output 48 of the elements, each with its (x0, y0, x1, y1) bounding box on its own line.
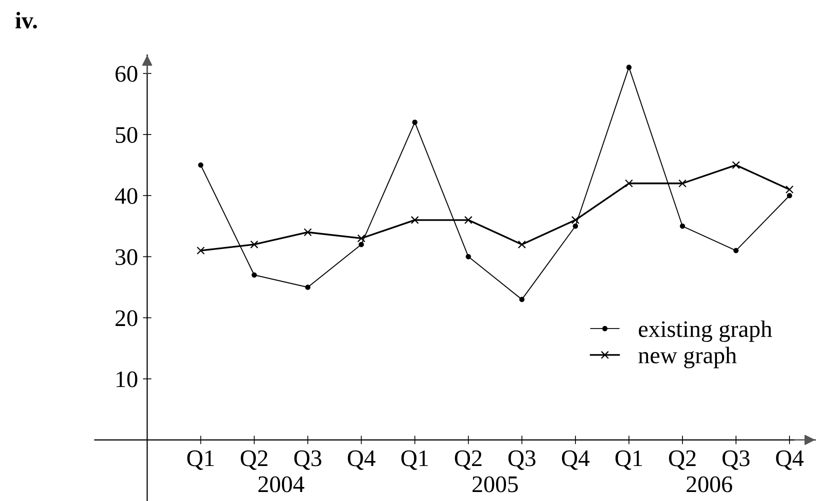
x-tick-label: Q3 (508, 450, 536, 470)
point (786, 192, 792, 198)
point (464, 216, 472, 224)
y-tick-label: 20 (116, 310, 138, 326)
point (732, 161, 740, 170)
x-tick-label: Q4 (562, 450, 590, 470)
point (250, 240, 258, 248)
point (358, 242, 364, 248)
y-tick-label: 60 (116, 66, 138, 82)
point (680, 224, 686, 229)
point (304, 228, 312, 236)
legend-label: existing graph (638, 320, 772, 342)
point (626, 64, 632, 70)
point (733, 248, 739, 254)
y-tick-label: 50 (116, 127, 138, 143)
y-tick-label: 10 (116, 371, 138, 388)
point (518, 240, 526, 248)
x-tick-label: Q2 (240, 450, 268, 470)
y-tick-label: 30 (116, 249, 138, 266)
legend-label: new graph (638, 346, 737, 368)
point (196, 246, 205, 255)
y-tick-label: 40 (115, 188, 138, 204)
point (357, 234, 366, 242)
x-tick-label: Q1 (187, 450, 214, 470)
point (252, 272, 257, 278)
x-tick-label: Q2 (454, 450, 482, 470)
point (198, 162, 204, 168)
point (572, 224, 578, 229)
point (410, 216, 419, 224)
annotation: 2004 (258, 476, 304, 492)
x-tick-label: Q3 (294, 450, 322, 470)
x-tick-label: Q1 (401, 450, 428, 470)
chart-title: iv. (15, 12, 37, 29)
point (678, 179, 686, 188)
point (519, 296, 525, 302)
x-tick-label: Q4 (776, 450, 804, 470)
x-tick-label: Q2 (669, 450, 696, 470)
x-tick-label: Q3 (722, 450, 750, 470)
point (412, 120, 418, 125)
point (305, 284, 310, 290)
annotation: 2006 (686, 476, 732, 492)
x-tick-label: Q1 (615, 450, 642, 470)
x-tick-label: Q4 (348, 450, 376, 470)
point (466, 254, 471, 260)
point (571, 216, 580, 224)
point (624, 179, 633, 188)
point (785, 185, 794, 194)
annotation: 2005 (472, 476, 518, 492)
